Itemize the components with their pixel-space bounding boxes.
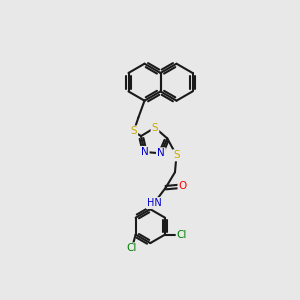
Text: N: N (141, 147, 148, 157)
Text: HN: HN (147, 198, 161, 208)
Text: S: S (130, 127, 137, 136)
Text: S: S (173, 150, 180, 160)
Text: N: N (157, 148, 165, 158)
Text: S: S (152, 123, 158, 133)
Text: O: O (178, 181, 187, 191)
Text: Cl: Cl (127, 244, 137, 254)
Text: Cl: Cl (177, 230, 187, 240)
